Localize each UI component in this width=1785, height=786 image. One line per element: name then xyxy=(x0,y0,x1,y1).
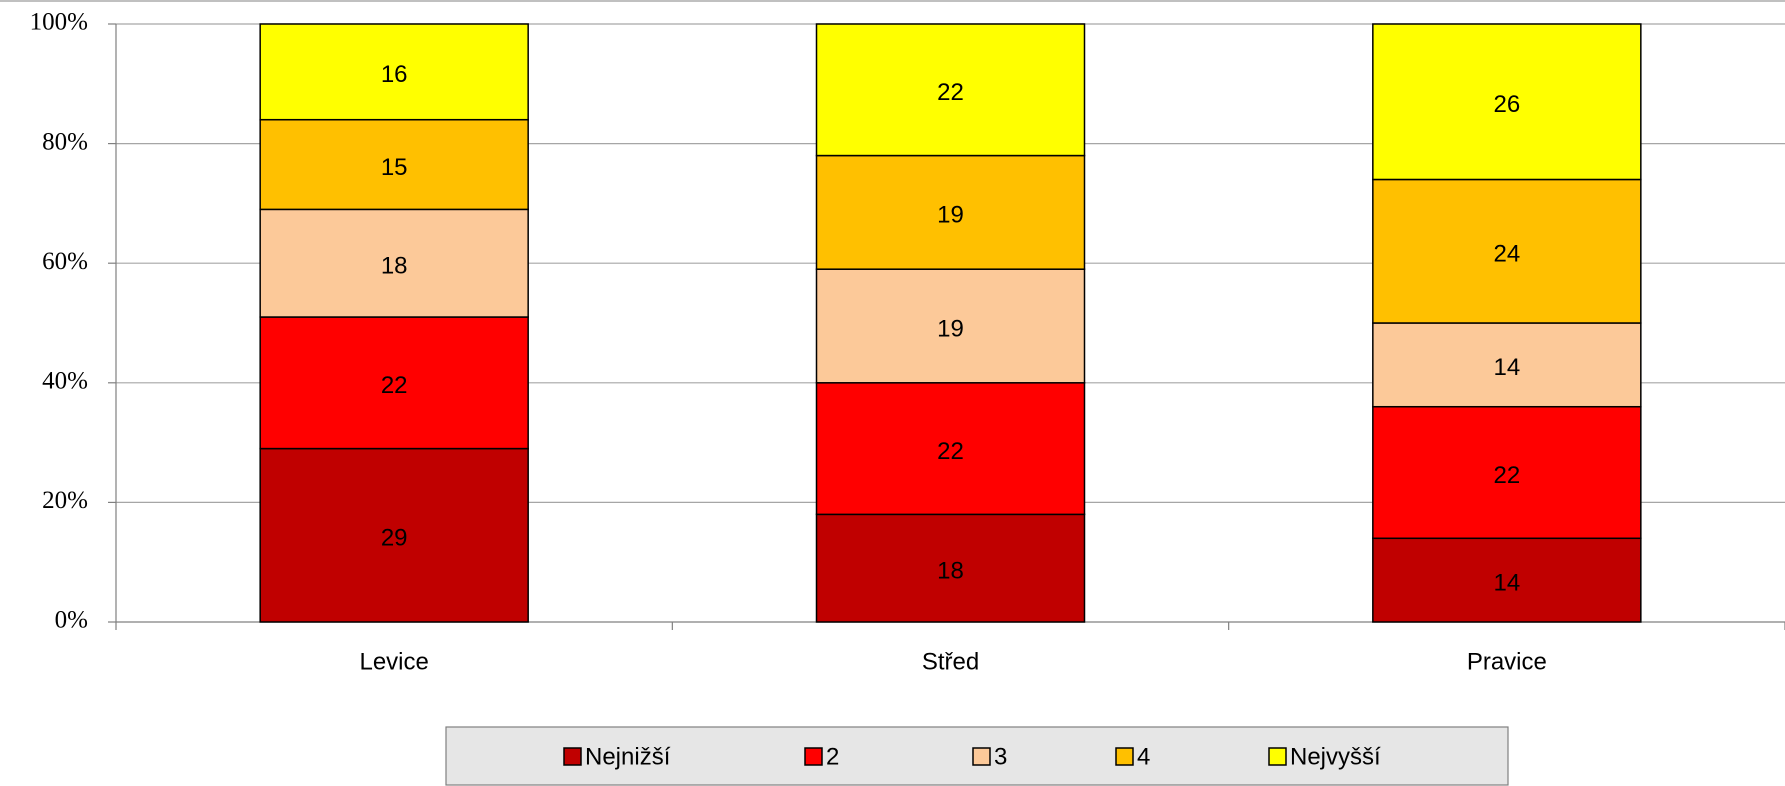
value-label: 26 xyxy=(1493,91,1520,118)
bar-segment xyxy=(815,23,1086,157)
y-tick-label: 80% xyxy=(42,128,88,155)
y-tick-label: 100% xyxy=(30,9,88,36)
value-label: 24 xyxy=(1493,241,1520,268)
value-label: 22 xyxy=(937,438,964,465)
legend-swatch xyxy=(972,747,991,766)
bar-segment xyxy=(815,513,1086,623)
bar-segment xyxy=(259,316,529,450)
bar-segment xyxy=(259,208,529,318)
bar-segment xyxy=(259,23,529,121)
value-label: 22 xyxy=(1493,462,1520,489)
y-tick-label: 20% xyxy=(42,487,88,514)
y-tick-label: 0% xyxy=(55,607,88,634)
legend-label: 4 xyxy=(1137,743,1150,770)
x-tick-label: Střed xyxy=(922,648,979,675)
value-label: 29 xyxy=(381,525,408,552)
y-tick-label: 40% xyxy=(42,368,88,395)
legend-label: Nejvyšší xyxy=(1290,743,1381,770)
legend-swatch xyxy=(1115,747,1134,766)
value-label: 15 xyxy=(381,154,408,181)
value-label: 19 xyxy=(937,202,964,229)
value-label: 18 xyxy=(381,253,408,280)
x-tick-label: Levice xyxy=(359,648,428,675)
legend-swatch xyxy=(1268,747,1287,766)
legend-swatch xyxy=(804,747,823,766)
value-label: 18 xyxy=(937,558,964,585)
legend-label: 2 xyxy=(826,743,839,770)
bar-segment xyxy=(1372,322,1642,408)
value-label: 16 xyxy=(381,61,408,88)
value-label: 14 xyxy=(1493,354,1520,381)
x-tick-label: Pravice xyxy=(1467,648,1547,675)
value-label: 14 xyxy=(1493,569,1520,596)
bar-segment xyxy=(1372,405,1642,540)
bar-segment xyxy=(815,268,1086,384)
bar-segment xyxy=(259,447,529,623)
legend-swatch xyxy=(563,747,582,766)
bar-segment xyxy=(1372,23,1642,181)
bar-segment xyxy=(259,118,529,211)
value-label: 22 xyxy=(937,79,964,106)
legend-label: Nejnižší xyxy=(585,743,671,770)
y-tick-label: 60% xyxy=(42,248,88,275)
bar-segment xyxy=(1372,178,1642,324)
value-label: 19 xyxy=(937,315,964,342)
value-label: 22 xyxy=(381,372,408,399)
legend-label: 3 xyxy=(994,743,1007,770)
bar-segment xyxy=(815,154,1086,270)
